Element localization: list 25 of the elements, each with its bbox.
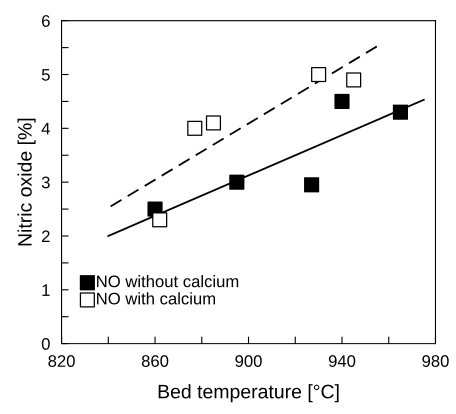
point: [346, 72, 362, 88]
point: [311, 66, 326, 82]
x-tick-label: 940: [328, 355, 356, 367]
x-tick-label: 900: [235, 355, 262, 367]
point: [229, 174, 244, 190]
x-axis-title: Bed temperature [°C]: [158, 384, 339, 402]
y-tick-label: 4: [42, 122, 50, 134]
y-axis-title: Nitric oxide [%]: [18, 118, 36, 246]
point: [187, 120, 202, 136]
y-tick-label: 5: [42, 69, 50, 81]
point: [304, 177, 320, 192]
y-tick-label: 6: [42, 15, 50, 27]
y-tick-label: 0: [42, 338, 50, 350]
legend-label: NO with calcium: [97, 292, 215, 304]
point: [206, 115, 222, 131]
x-tick-label: 860: [142, 355, 168, 367]
x-tick-label: 820: [48, 355, 75, 367]
y-tick-label: 2: [42, 230, 50, 242]
legend-label: NO without calcium: [97, 275, 238, 288]
x-tick-label: 980: [422, 355, 449, 367]
point: [152, 212, 168, 228]
point: [334, 94, 350, 109]
y-tick-label: 3: [42, 176, 50, 188]
y-tick-label: 1: [42, 284, 50, 296]
point: [392, 104, 408, 120]
